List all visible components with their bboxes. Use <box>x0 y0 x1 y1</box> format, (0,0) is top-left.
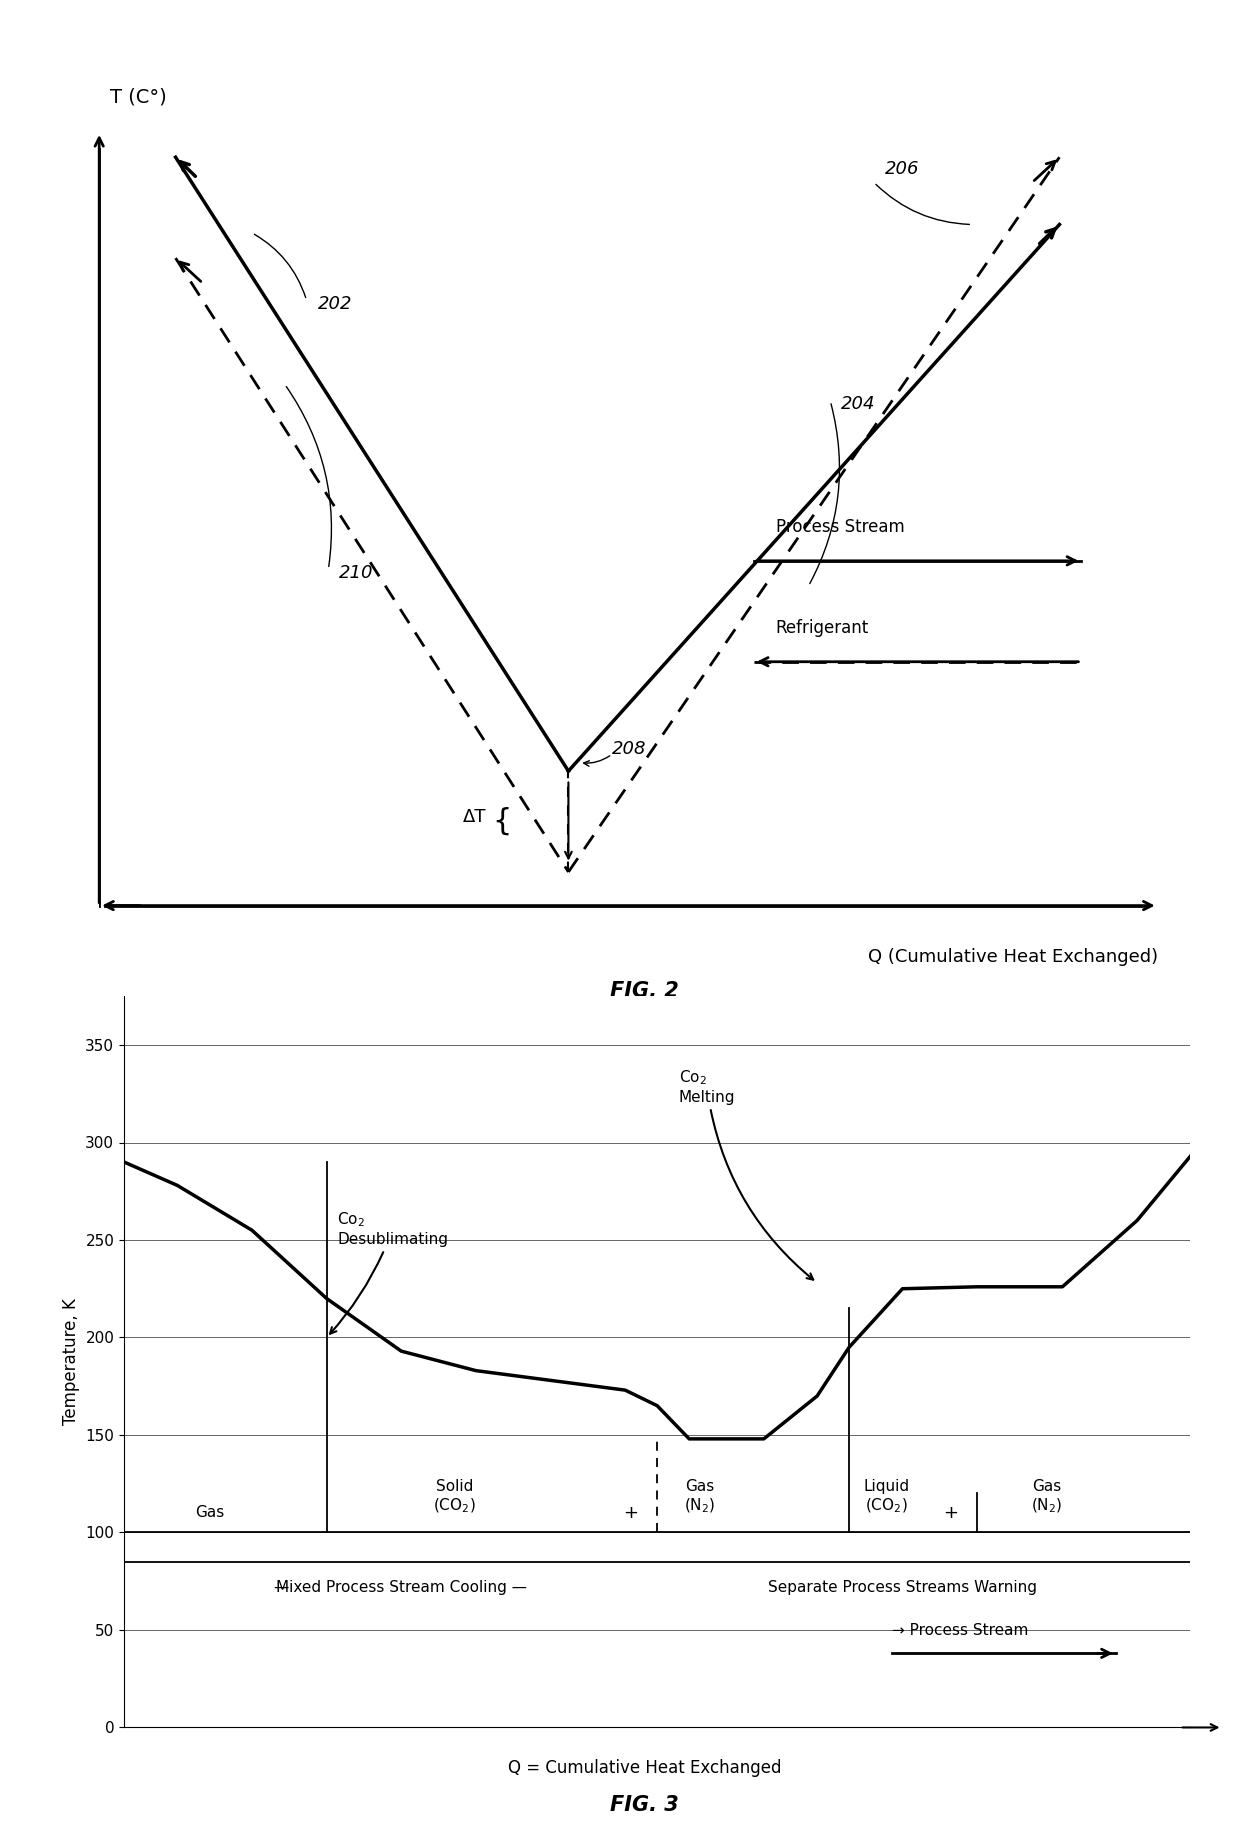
Text: +: + <box>622 1504 639 1523</box>
Text: Gas
(N$_2$): Gas (N$_2$) <box>1030 1479 1063 1515</box>
Text: {: { <box>492 806 511 835</box>
Text: +: + <box>942 1504 959 1523</box>
Text: Liquid
(CO$_2$): Liquid (CO$_2$) <box>863 1479 909 1515</box>
Text: FIG. 2: FIG. 2 <box>610 982 680 1002</box>
Text: 204: 204 <box>841 395 875 413</box>
Y-axis label: Temperature, K: Temperature, K <box>62 1298 79 1426</box>
Text: ΔT: ΔT <box>463 808 486 826</box>
Text: Q = Cumulative Heat Exchanged: Q = Cumulative Heat Exchanged <box>508 1759 781 1777</box>
Text: Gas: Gas <box>195 1506 224 1521</box>
Text: 210: 210 <box>340 563 373 581</box>
Text: Solid
(CO$_2$): Solid (CO$_2$) <box>433 1479 476 1515</box>
Text: 208: 208 <box>613 740 646 759</box>
Text: T (C°): T (C°) <box>110 88 167 106</box>
Text: 202: 202 <box>317 294 352 313</box>
Text: —: — <box>273 1579 289 1594</box>
Text: Co$_2$
Desublimating: Co$_2$ Desublimating <box>330 1210 449 1334</box>
Text: → Process Stream: → Process Stream <box>892 1623 1028 1638</box>
Text: FIG. 3: FIG. 3 <box>610 1795 680 1815</box>
Text: Q (Cumulative Heat Exchanged): Q (Cumulative Heat Exchanged) <box>868 947 1158 965</box>
Text: Mixed Process Stream Cooling —: Mixed Process Stream Cooling — <box>275 1579 527 1594</box>
Text: Process Stream: Process Stream <box>776 517 904 536</box>
Text: Co$_2$
Melting: Co$_2$ Melting <box>678 1068 813 1280</box>
Text: Gas
(N$_2$): Gas (N$_2$) <box>684 1479 715 1515</box>
Text: Refrigerant: Refrigerant <box>776 618 869 636</box>
Text: 206: 206 <box>885 161 919 177</box>
Text: Separate Process Streams Warning: Separate Process Streams Warning <box>768 1579 1037 1594</box>
